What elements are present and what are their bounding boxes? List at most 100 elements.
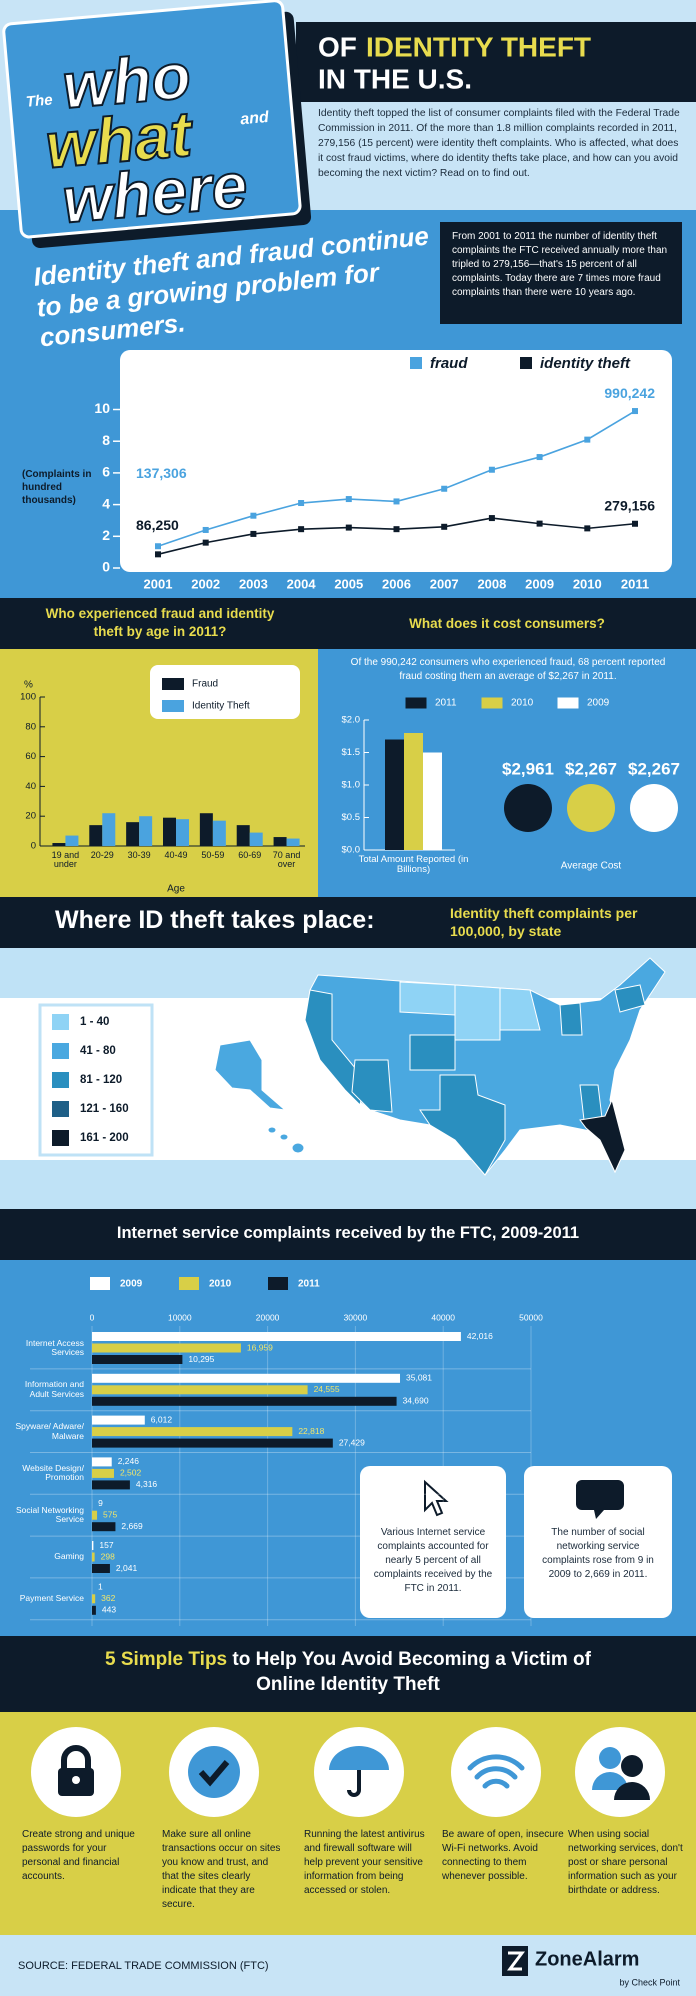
value-label: 443 [102, 1605, 116, 1615]
x-tick-label: 70 and over [272, 850, 301, 870]
legend-label: Fraud [192, 679, 218, 690]
map-state [559, 1002, 583, 1036]
bar [92, 1373, 401, 1383]
bar [92, 1552, 95, 1562]
x-tick-label: 30000 [344, 1312, 368, 1322]
band-bg [0, 1209, 696, 1260]
x-tick-label: 20000 [256, 1312, 280, 1322]
bar [65, 835, 79, 846]
x-tick-label: 2009 [525, 576, 554, 591]
bar [385, 739, 404, 850]
point [488, 515, 495, 522]
x-tick-label: 2003 [239, 576, 268, 591]
x-tick-label: 2008 [477, 576, 506, 591]
bar [199, 813, 213, 846]
point [393, 526, 400, 533]
cost-bg [318, 649, 696, 897]
y-tick-label: $1.0 [342, 780, 361, 791]
bar [163, 817, 176, 846]
y-tick-label: Website Design/ Promotion [22, 1463, 84, 1483]
bar [139, 816, 153, 846]
legend-label: 2010 [209, 1279, 232, 1290]
point [202, 539, 209, 546]
legend-swatch [162, 678, 184, 690]
bar [176, 819, 189, 846]
map-legend-label: 161 - 200 [80, 1132, 129, 1144]
map-legend-label: 1 - 40 [80, 1016, 109, 1028]
cost-title: What does it cost consumers? [409, 616, 605, 631]
map-hawaii [279, 1133, 289, 1141]
y-tick-label: Social Networking Service [15, 1504, 84, 1525]
cost-subtitle: Of the 990,242 consumers who experienced… [350, 657, 666, 682]
x-tick-label: 40-49 [164, 850, 188, 860]
bar [404, 733, 423, 850]
legend-label: 2011 [298, 1279, 320, 1290]
map-title: Where ID theft takes place: [55, 906, 375, 934]
y-tick-label: 100 [20, 692, 36, 703]
y-tick-label: 0 [31, 841, 36, 852]
bar [92, 1564, 110, 1573]
point [536, 454, 543, 461]
point [584, 436, 591, 443]
map-legend-label: 41 - 80 [80, 1045, 116, 1057]
bar [92, 1522, 116, 1532]
category-label: Average Cost [561, 861, 622, 872]
y-axis-label: % [24, 680, 33, 691]
band-bg [0, 1636, 696, 1712]
value-label: 1 [98, 1582, 103, 1592]
legend-label: 2009 [587, 698, 610, 709]
legend-label: 2011 [435, 698, 457, 709]
point [584, 525, 591, 532]
y-tick-label: 40 [25, 781, 36, 792]
lock-icon [61, 1745, 91, 1770]
value-label: 24,555 [314, 1384, 340, 1394]
y-tick-label: Spyware/ Adware/ Malware [15, 1421, 84, 1441]
point [345, 524, 352, 531]
y-tick-label: Internet Access Services [25, 1337, 84, 1357]
legend-label: fraud [430, 355, 468, 372]
x-tick-label: 2007 [430, 576, 459, 591]
x-tick-label: 2010 [573, 576, 602, 591]
x-tick-label: 2002 [191, 576, 220, 591]
point [155, 543, 161, 550]
logo-text: The [25, 91, 53, 110]
point [441, 485, 448, 492]
value-label: 157 [99, 1540, 113, 1550]
brand-mark [507, 1951, 525, 1971]
y-tick-label: $2.0 [342, 715, 361, 726]
value-label: 42,016 [467, 1331, 493, 1341]
map-alaska [214, 1039, 287, 1111]
x-tick-label: 20-29 [90, 850, 114, 860]
value-label: $2,961 [502, 759, 554, 778]
source: SOURCE: FEDERAL TRADE COMMISSION (FTC) [18, 1960, 269, 1972]
bar [423, 752, 442, 850]
value-label: 27,429 [339, 1437, 365, 1447]
bar [92, 1355, 183, 1364]
band-bg [0, 598, 696, 649]
title-text: OF [318, 31, 357, 62]
x-tick-label: 2004 [287, 576, 317, 591]
title-text: IDENTITY THEFT [366, 31, 591, 62]
umbrella-icon [347, 1770, 361, 1797]
y-tick-label: Payment Service [19, 1593, 84, 1604]
y-tick-label: 20 [25, 811, 36, 822]
umbrella-icon [329, 1746, 389, 1770]
y-axis-label: (Complaints in hundred thousands) [22, 469, 92, 506]
check-icon [188, 1746, 240, 1798]
bar [92, 1468, 114, 1478]
x-tick-label: 0 [90, 1312, 95, 1322]
tip-circle [575, 1727, 665, 1817]
map-hawaii [267, 1126, 277, 1134]
value-label: 2,502 [120, 1468, 142, 1478]
people-icon [592, 1772, 628, 1790]
x-tick-label: 19 and under [51, 850, 80, 870]
bar [92, 1457, 112, 1467]
map-state [304, 989, 366, 1107]
map-legend-swatch [52, 1072, 69, 1088]
internet-title: Internet service complaints received by … [116, 1224, 580, 1242]
point [536, 520, 543, 527]
y-tick-label: Gaming [54, 1551, 84, 1562]
legend-swatch [520, 357, 532, 369]
point [155, 551, 161, 558]
